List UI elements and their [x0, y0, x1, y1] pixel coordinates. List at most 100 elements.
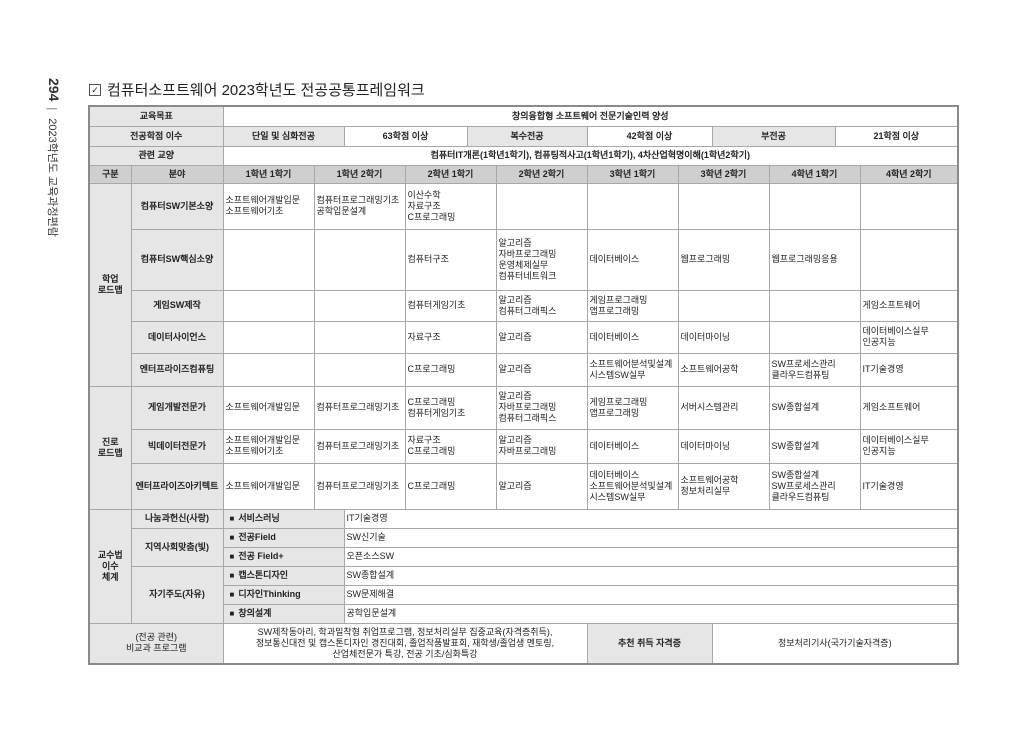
course-cell	[859, 182, 959, 230]
roadmap-row: 엔터프라이즈아키텍트 소프트웨어개발입문 컴퓨터프로그래밍기초 C프로그래밍 알고리즘 데…	[89, 462, 959, 510]
course-cell: 데이터마이닝	[677, 320, 770, 354]
course-cell	[222, 352, 315, 387]
course-cell: 컴퓨터프로그래밍기초	[313, 462, 406, 510]
square-bullet-icon: ■	[229, 533, 235, 542]
course-cell	[222, 320, 315, 354]
course-cell: 데이터마이닝	[677, 428, 770, 464]
teaching-method-name: 서비스러닝	[238, 513, 280, 523]
course-cell: 소프트웨어공학 정보처리실무	[677, 462, 770, 510]
roadmap-field: 엔터프라이즈컴퓨팅	[130, 352, 224, 387]
course-cell: 소프트웨어개발입문 소프트웨어기초	[222, 428, 315, 464]
header-semester: 2학년 2학기	[495, 164, 588, 184]
book-title: 2023학년도 교육과정편람	[46, 118, 58, 237]
course-cell: SW프로세스관리 클라우드컴퓨팅	[768, 352, 861, 387]
teaching-method: ■ 전공 Field+	[222, 546, 345, 567]
header-semester: 3학년 2학기	[677, 164, 770, 184]
teaching-label: 교수법 이수 체계	[88, 508, 132, 624]
header-semester: 4학년 1학기	[768, 164, 861, 184]
course-cell: 데이터베이스실무 인공지능	[859, 428, 959, 464]
course-cell: C프로그래밍	[404, 352, 497, 387]
course-cell: 데이터베이스	[586, 428, 679, 464]
roadmap-row: 진로 로드맵 게임개발전문가 소프트웨어개발입문 컴퓨터프로그래밍기초 C프로그래밍 컴퓨터…	[88, 385, 959, 510]
teaching-course: SW종합설계	[343, 565, 959, 586]
roadmap-field: 빅데이터전문가	[130, 428, 224, 464]
header-semester: 3학년 1학기	[586, 164, 679, 184]
course-cell: 컴퓨터프로그래밍기초	[313, 385, 406, 430]
course-cell	[677, 289, 770, 322]
header-semester: 1학년 1학기	[222, 164, 315, 184]
teaching-course: 오픈소스SW	[343, 546, 959, 567]
course-cell: 소프트웨어분석및설계 시스템SW실무	[586, 352, 679, 387]
course-cell: 컴퓨터구조	[404, 228, 497, 291]
header-semester: 4학년 2학기	[859, 164, 959, 184]
extra-program-row: (전공 관련) 비교과 프로그램 SW제작동아리, 학과밀착형 취업프로그램, 정보…	[88, 622, 959, 665]
teaching-course: SW문제해결	[343, 584, 959, 605]
teaching-method-name: 창의설계	[238, 608, 272, 618]
course-cell: 컴퓨터프로그래밍기초	[313, 428, 406, 464]
teaching-method-name: 캡스톤디자인	[238, 570, 289, 580]
teaching-row: 지역사회맞춤(빛) ■ 전공Field SW신기술	[89, 527, 959, 567]
extra-label: (전공 관련) 비교과 프로그램	[88, 622, 224, 665]
course-cell: 데이터베이스실무 인공지능	[859, 320, 959, 354]
teaching-method-name: 전공 Field+	[238, 551, 284, 561]
roadmap-row: 게임SW제작 컴퓨터게임기초 알고리즘 컴퓨터그래픽스 게임프로그래밍 앱프로그래밍 게임소…	[89, 289, 959, 322]
teaching-course: SW신기술	[343, 527, 959, 548]
course-cell	[313, 320, 406, 354]
teaching-category: 자기주도(자유)	[130, 565, 224, 624]
teaching-row: 자기주도(자유) ■ 캡스톤디자인 SW종합설계	[89, 565, 959, 624]
square-bullet-icon: ■	[229, 609, 235, 618]
course-cell: 알고리즘 자바프로그래밍 컴퓨터그래픽스	[495, 385, 588, 430]
roadmap-field: 게임개발전문가	[130, 385, 224, 430]
roadmap-field: 게임SW제작	[130, 289, 224, 322]
credit-value: 21학점 이상	[834, 125, 959, 147]
course-cell	[495, 182, 588, 230]
course-cell: 웹프로그래밍	[677, 228, 770, 291]
course-cell: 게임소프트웨어	[859, 385, 959, 430]
course-cell	[677, 182, 770, 230]
roadmap-field: 엔터프라이즈아키텍트	[130, 462, 224, 510]
teaching-method-name: 디자인Thinking	[238, 589, 301, 599]
page-side-label: 294 | 2023학년도 교육과정편람	[45, 78, 62, 237]
header-field: 분야	[130, 164, 224, 184]
roadmap-field: 데이터사이언스	[130, 320, 224, 354]
page-number: 294	[46, 78, 62, 102]
square-bullet-icon: ■	[229, 552, 235, 561]
teaching-course: IT기술경영	[343, 508, 959, 529]
square-bullet-icon: ■	[229, 590, 235, 599]
course-cell: SW종합설계	[768, 428, 861, 464]
roadmap-group-label: 학업 로드맵	[88, 182, 132, 387]
course-cell: 게임프로그래밍 앱프로그래밍	[586, 385, 679, 430]
roadmap-row: 데이터사이언스 자료구조 알고리즘 데이터베이스 데이터마이닝 데이터베이스실무 인공지능	[89, 320, 959, 354]
teaching-row: 교수법 이수 체계 나눔과헌신(사랑) ■ 서비스러닝 IT기술경영	[88, 508, 959, 624]
header-semester: 2학년 1학기	[404, 164, 497, 184]
course-cell: 알고리즘 자바프로그래밍	[495, 428, 588, 464]
roadmap-row: 학업 로드맵 컴퓨터SW기본소양 소프트웨어개발입문 소프트웨어기초 컴퓨터프로그래밍기초…	[88, 182, 959, 387]
teaching-method: ■ 캡스톤디자인	[222, 565, 345, 586]
course-cell	[768, 320, 861, 354]
roadmap-row: 빅데이터전문가 소프트웨어개발입문 소프트웨어기초 컴퓨터프로그래밍기초 자료구조 C프로…	[89, 428, 959, 464]
teaching-method: ■ 창의설계	[222, 603, 345, 624]
course-cell: 컴퓨터게임기초	[404, 289, 497, 322]
title-text: 컴퓨터소프트웨어 2023학년도 전공공통프레임워크	[107, 82, 425, 99]
teaching-row: ■ 창의설계 공학입문설계	[89, 603, 959, 624]
course-cell: 알고리즘	[495, 352, 588, 387]
header-gubun: 구분	[88, 164, 132, 184]
roadmap-field: 컴퓨터SW기본소양	[130, 182, 224, 230]
teaching-method: ■ 디자인Thinking	[222, 584, 345, 605]
roadmap-row: 엔터프라이즈컴퓨팅 C프로그래밍 알고리즘 소프트웨어분석및설계 시스템SW실무 소프트웨…	[89, 352, 959, 387]
credit-type: 부전공	[711, 125, 836, 147]
course-cell: 알고리즘	[495, 320, 588, 354]
course-cell: 알고리즘 컴퓨터그래픽스	[495, 289, 588, 322]
course-cell: IT기술경영	[859, 462, 959, 510]
square-bullet-icon: ■	[229, 571, 235, 580]
course-cell	[222, 289, 315, 322]
course-cell: 자료구조	[404, 320, 497, 354]
goal-value: 창의융합형 소프트웨어 전문기술인력 양성	[222, 105, 959, 127]
course-cell: 데이터베이스 소프트웨어분석및설계 시스템SW실무	[586, 462, 679, 510]
course-cell: C프로그래밍	[404, 462, 497, 510]
course-cell: 알고리즘	[495, 462, 588, 510]
course-cell: 이산수학 자료구조 C프로그래밍	[404, 182, 497, 230]
course-cell: 서버시스템관리	[677, 385, 770, 430]
credit-type: 단일 및 심화전공	[222, 125, 345, 147]
course-cell: C프로그래밍 컴퓨터게임기초	[404, 385, 497, 430]
